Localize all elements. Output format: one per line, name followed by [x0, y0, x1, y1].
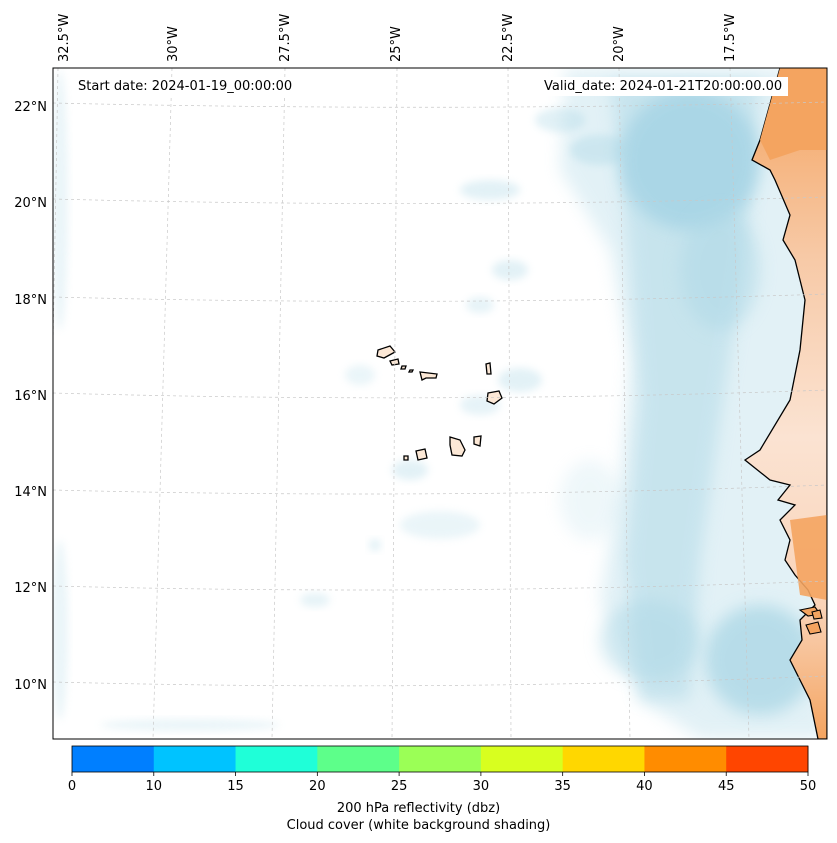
coastal-islands	[798, 606, 823, 635]
lat-label: 16°N	[14, 389, 47, 404]
colorbar-swatch	[317, 746, 400, 772]
lon-label: 32.5°W	[57, 14, 72, 62]
colorbar-swatch	[726, 746, 809, 772]
lon-label: 30°W	[166, 26, 181, 62]
colorbar-swatch	[399, 746, 482, 772]
colorbar-swatch	[235, 746, 318, 772]
lat-label: 22°N	[14, 100, 47, 115]
lat-label: 18°N	[14, 293, 47, 308]
graticule	[53, 68, 827, 739]
lat-label: 14°N	[14, 485, 47, 500]
colorbar-tick-label: 40	[636, 779, 653, 794]
colorbar-swatch	[644, 746, 727, 772]
lon-label: 27.5°W	[278, 14, 293, 62]
lat-label: 12°N	[14, 581, 47, 596]
map-frame	[52, 67, 828, 740]
start-date-label: Start date: 2024-01-19_00:00:00	[72, 77, 299, 96]
colorbar-swatches	[72, 746, 809, 772]
colorbar-ticks: 0 10 15 20 25 30 35 40 45 50	[68, 772, 816, 794]
colorbar-label-line1: 200 hPa reflectivity (dbz)	[336, 801, 501, 816]
cloud-cover-shading	[53, 68, 827, 739]
lon-label: 20°W	[612, 26, 627, 62]
colorbar-tick-label: 30	[473, 779, 490, 794]
colorbar-swatch	[480, 746, 564, 772]
colorbar-tick-label: 25	[391, 779, 408, 794]
latitude-labels: 22°N 20°N 18°N 16°N 14°N 12°N 10°N	[14, 100, 47, 693]
colorbar-tick-label: 15	[227, 779, 244, 794]
colorbar-frame	[71, 745, 809, 773]
valid-date-label: Valid_date: 2024-01-21T20:00:00.00	[538, 77, 789, 96]
colorbar-swatch	[72, 746, 155, 772]
colorbar-tick-label: 20	[309, 779, 326, 794]
colorbar-label-line2: Cloud cover (white background shading)	[286, 818, 551, 833]
cabo-verde-islands	[376, 345, 503, 461]
lat-label: 20°N	[14, 196, 47, 211]
colorbar-swatch	[153, 746, 237, 772]
longitude-labels: 32.5°W 30°W 27.5°W 25°W 22.5°W 20°W 17.5…	[57, 14, 738, 62]
lon-label: 17.5°W	[723, 14, 738, 62]
colorbar: 0 10 15 20 25 30 35 40 45 50	[68, 745, 816, 794]
lon-label: 25°W	[389, 26, 404, 62]
colorbar-tick-label: 0	[68, 779, 76, 794]
lat-label: 10°N	[14, 678, 47, 693]
colorbar-tick-label: 10	[146, 779, 163, 794]
colorbar-tick-label: 50	[800, 779, 817, 794]
colorbar-swatch	[562, 746, 645, 772]
colorbar-tick-label: 45	[718, 779, 735, 794]
lon-label: 22.5°W	[501, 14, 516, 62]
colorbar-tick-label: 35	[554, 779, 571, 794]
